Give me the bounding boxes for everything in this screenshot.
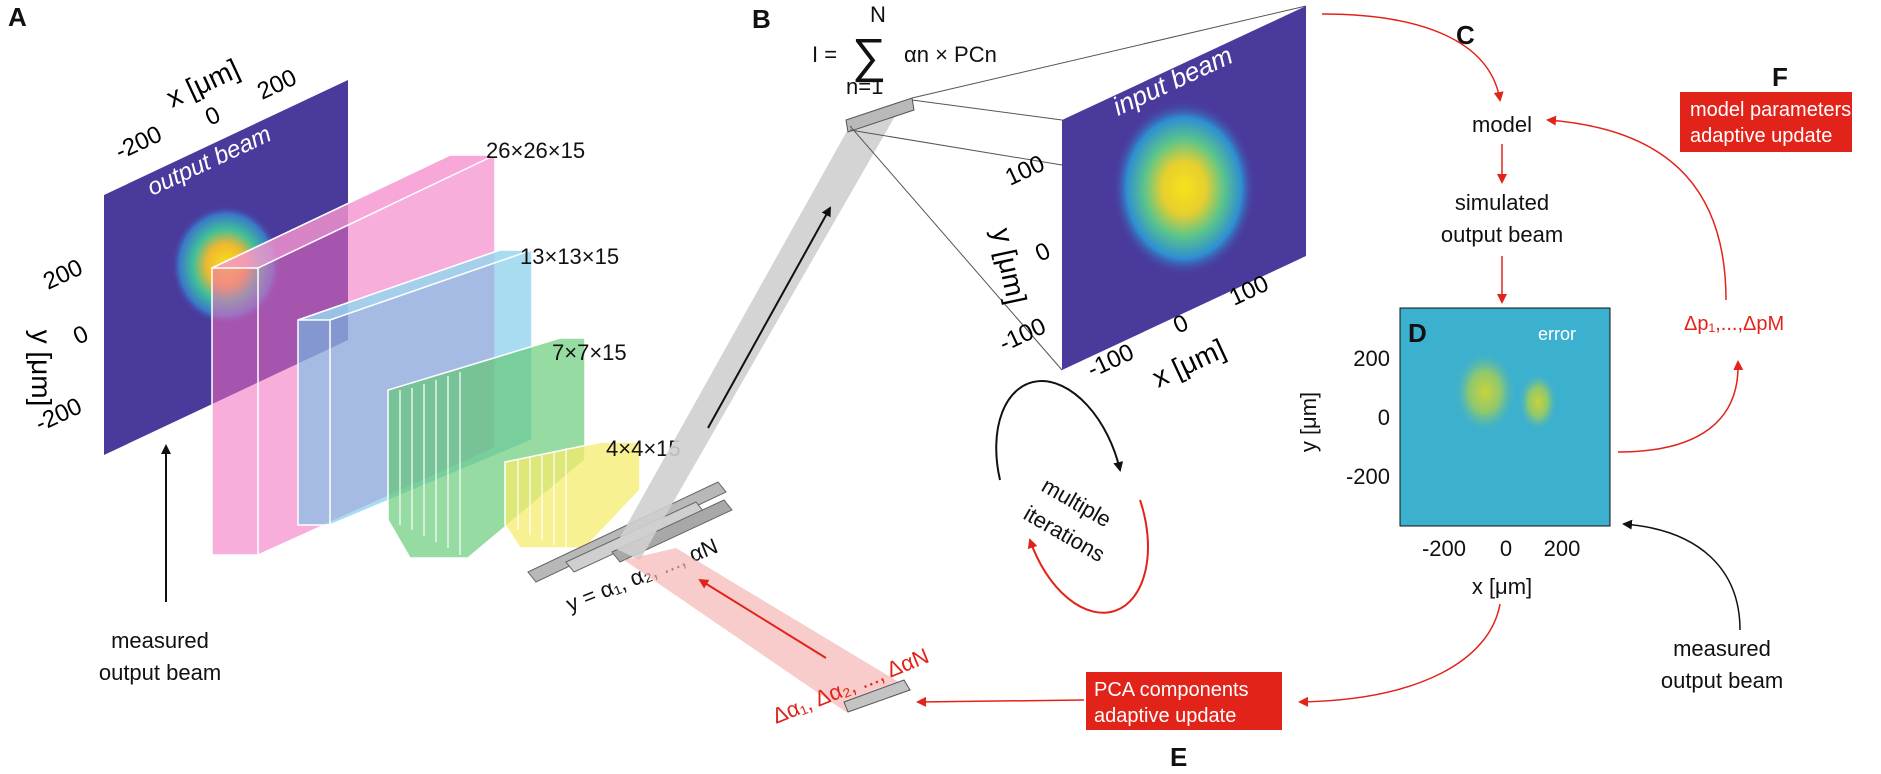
panel-d-x-axis-label: x [μm] (1472, 574, 1532, 599)
panel-a-x-tick: 0 (201, 101, 225, 131)
panel-b-x-tick: 0 (1169, 309, 1193, 339)
measured-label-d-line2: output beam (1661, 668, 1783, 693)
panel-b-x-axis-label: x [μm] (1147, 333, 1230, 394)
pca-projection-beam (614, 104, 902, 560)
pca-to-bar-arrow (916, 696, 1085, 707)
panel-d-y-tick: 0 (1378, 405, 1390, 430)
panel-d-x-tick: 0 (1500, 536, 1512, 561)
error-map (1399, 307, 1611, 527)
model-parameters-box (1680, 92, 1852, 152)
measured-label-a-line1: measured (111, 628, 209, 653)
panel-label-f: F (1772, 62, 1788, 92)
params-to-model-arrow (1546, 115, 1727, 301)
sum-upper-limit: N (870, 2, 886, 27)
panel-d-y-tick: 200 (1353, 346, 1390, 371)
pca-components-line1: PCA components (1094, 679, 1249, 701)
measured-beam-arrow-d (1622, 519, 1741, 631)
panel-a-y-tick: 200 (39, 254, 87, 295)
panel-label-d: D (1408, 318, 1427, 348)
panel-label-b: B (752, 4, 771, 34)
pca-update-band (624, 548, 912, 712)
model-parameters-line2: adaptive update (1690, 125, 1832, 147)
model-label: model (1472, 112, 1532, 137)
panel-a-y-axis-label: y [μm] (26, 330, 57, 407)
error-to-params-arrow (1617, 360, 1744, 453)
panel-d-y-tick: -200 (1346, 464, 1390, 489)
input-pc-bar (845, 97, 915, 133)
equation-lhs: I = (812, 42, 837, 67)
sum-lower-limit: n=1 (846, 74, 883, 99)
panel-b-y-tick: 0 (1031, 237, 1055, 267)
projection-lines (849, 5, 1307, 371)
input-to-model-arrow (1321, 13, 1504, 102)
panel-a-x-axis-label: x [μm] (161, 53, 244, 114)
panel-d-x-tick: 200 (1544, 536, 1581, 561)
forward-arrow (707, 206, 831, 429)
panel-d-y-axis-label: y [μm] (1296, 392, 1321, 452)
layer-size-label: 7×7×15 (552, 340, 627, 365)
panel-a-x-tick: 200 (253, 64, 301, 105)
panel-b-y-tick: -100 (995, 313, 1050, 358)
panel-label-c: C (1456, 20, 1475, 50)
iterations-loop (995, 380, 1150, 614)
sum-term: αn × PCn (904, 42, 997, 67)
simulated-line2: output beam (1441, 222, 1563, 247)
sum-symbol: ∑ (852, 30, 886, 83)
pca-components-box (1086, 672, 1282, 730)
measured-label-d-line1: measured (1673, 636, 1771, 661)
panel-label-e: E (1170, 742, 1187, 772)
layer-block-7 (387, 337, 586, 559)
panel-d-x-tick: -200 (1422, 536, 1466, 561)
error-title: error (1538, 324, 1576, 344)
backward-arrow (698, 578, 827, 659)
panel-label-a: A (8, 2, 27, 32)
measured-label-a-line2: output beam (99, 660, 221, 685)
input-beam-image (1062, 6, 1306, 370)
error-to-pca-arrow (1298, 603, 1501, 707)
pca-components-line2: adaptive update (1094, 705, 1236, 727)
panel-a-y-tick: 0 (69, 320, 93, 350)
delta-p-label: Δp₁,...,ΔpM (1684, 313, 1784, 335)
layer-block-4 (504, 441, 641, 549)
layer-size-label: 13×13×15 (520, 244, 619, 269)
panel-a-x-tick: -200 (111, 121, 166, 166)
model-parameters-line1: model parameters (1690, 99, 1851, 121)
simulated-line1: simulated (1455, 190, 1549, 215)
layer-size-label: 26×26×15 (486, 138, 585, 163)
panel-b-y-axis-label: y [μm] (986, 225, 1032, 307)
delta-alpha-bar (843, 679, 911, 713)
